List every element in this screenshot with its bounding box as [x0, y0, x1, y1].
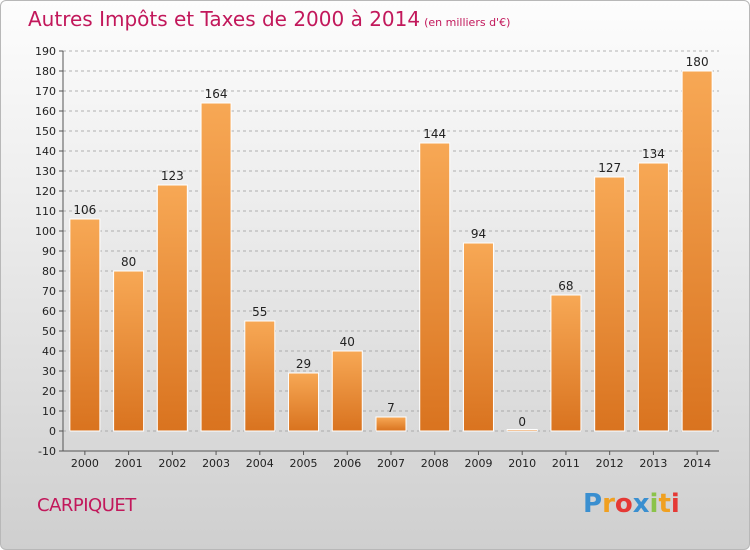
y-tick-label: 190: [35, 45, 56, 58]
data-label-2014: 180: [686, 55, 709, 69]
data-label-2001: 80: [121, 255, 136, 269]
y-tick-label: 150: [35, 125, 56, 138]
y-tick-label: 160: [35, 105, 56, 118]
logo-letter: i: [670, 489, 680, 519]
bar-2003: [200, 102, 232, 432]
bar-2006: [331, 350, 363, 432]
bar-2000: [69, 218, 101, 432]
bar-2011: [550, 294, 582, 432]
y-tick-label: 170: [35, 85, 56, 98]
logo-letter: r: [602, 489, 615, 519]
x-tick-label-2005: 2005: [290, 457, 318, 470]
chart-subtitle: (en milliers d'€): [424, 16, 511, 29]
data-label-2008: 144: [423, 127, 446, 141]
y-tick-label: 10: [42, 405, 56, 418]
bar-2005: [288, 372, 320, 432]
bar-2008: [419, 142, 451, 432]
bar-2013: [637, 162, 669, 432]
y-tick-label: 40: [42, 345, 56, 358]
commune-name: CARPIQUET: [37, 495, 136, 516]
data-label-2013: 134: [642, 147, 665, 161]
x-tick-label-2006: 2006: [333, 457, 361, 470]
x-tick-label-2013: 2013: [639, 457, 667, 470]
bar-2004: [244, 320, 276, 432]
y-tick-label: 100: [35, 225, 56, 238]
y-tick-label: 180: [35, 65, 56, 78]
bar-2009: [462, 242, 494, 432]
data-label-2012: 127: [598, 161, 621, 175]
y-tick-label: 140: [35, 145, 56, 158]
bar-2012: [594, 176, 626, 432]
y-tick-label: 30: [42, 365, 56, 378]
x-tick-label-2001: 2001: [115, 457, 143, 470]
data-label-2007: 7: [387, 401, 395, 415]
x-tick-label-2007: 2007: [377, 457, 405, 470]
y-tick-label: -10: [38, 445, 56, 458]
chart-title-text: Autres Impôts et Taxes de 2000 à 2014: [28, 7, 421, 31]
x-tick-label-2011: 2011: [552, 457, 580, 470]
logo-letter: P: [583, 489, 603, 519]
logo-letter: o: [614, 489, 633, 519]
x-tick-label-2009: 2009: [464, 457, 492, 470]
data-label-2011: 68: [558, 279, 573, 293]
y-tick-label: 50: [42, 325, 56, 338]
data-label-2004: 55: [252, 305, 267, 319]
bar-2001: [113, 270, 145, 432]
data-label-2000: 106: [73, 203, 96, 217]
data-label-2002: 123: [161, 169, 184, 183]
y-tick-label: 120: [35, 185, 56, 198]
data-label-2003: 164: [205, 87, 228, 101]
y-tick-label: 20: [42, 385, 56, 398]
y-tick-label: 0: [49, 425, 56, 438]
logo-letter: x: [632, 489, 650, 519]
bar-2010: [506, 429, 538, 432]
bar-2014: [681, 70, 713, 432]
x-tick-label-2010: 2010: [508, 457, 536, 470]
data-label-2005: 29: [296, 357, 311, 371]
y-tick-label: 130: [35, 165, 56, 178]
y-tick-label: 90: [42, 245, 56, 258]
x-tick-label-2004: 2004: [246, 457, 274, 470]
x-tick-label-2002: 2002: [158, 457, 186, 470]
data-label-2006: 40: [340, 335, 355, 349]
chart-title: Autres Impôts et Taxes de 2000 à 2014 (en…: [28, 7, 510, 31]
bar-2007: [375, 416, 407, 432]
data-label-2009: 94: [471, 227, 486, 241]
x-tick-label-2012: 2012: [596, 457, 624, 470]
data-label-2010: 0: [518, 415, 526, 429]
x-tick-label-2008: 2008: [421, 457, 449, 470]
y-tick-label: 70: [42, 285, 56, 298]
x-tick-label-2014: 2014: [683, 457, 711, 470]
proxiti-logo: Proxiti: [583, 489, 680, 519]
x-tick-label-2003: 2003: [202, 457, 230, 470]
x-tick-label-2000: 2000: [71, 457, 99, 470]
logo-letter: i: [649, 489, 659, 519]
bar-2002: [156, 184, 188, 432]
y-tick-label: 60: [42, 305, 56, 318]
logo-letter: t: [658, 489, 671, 519]
y-tick-label: 110: [35, 205, 56, 218]
y-tick-label: 80: [42, 265, 56, 278]
